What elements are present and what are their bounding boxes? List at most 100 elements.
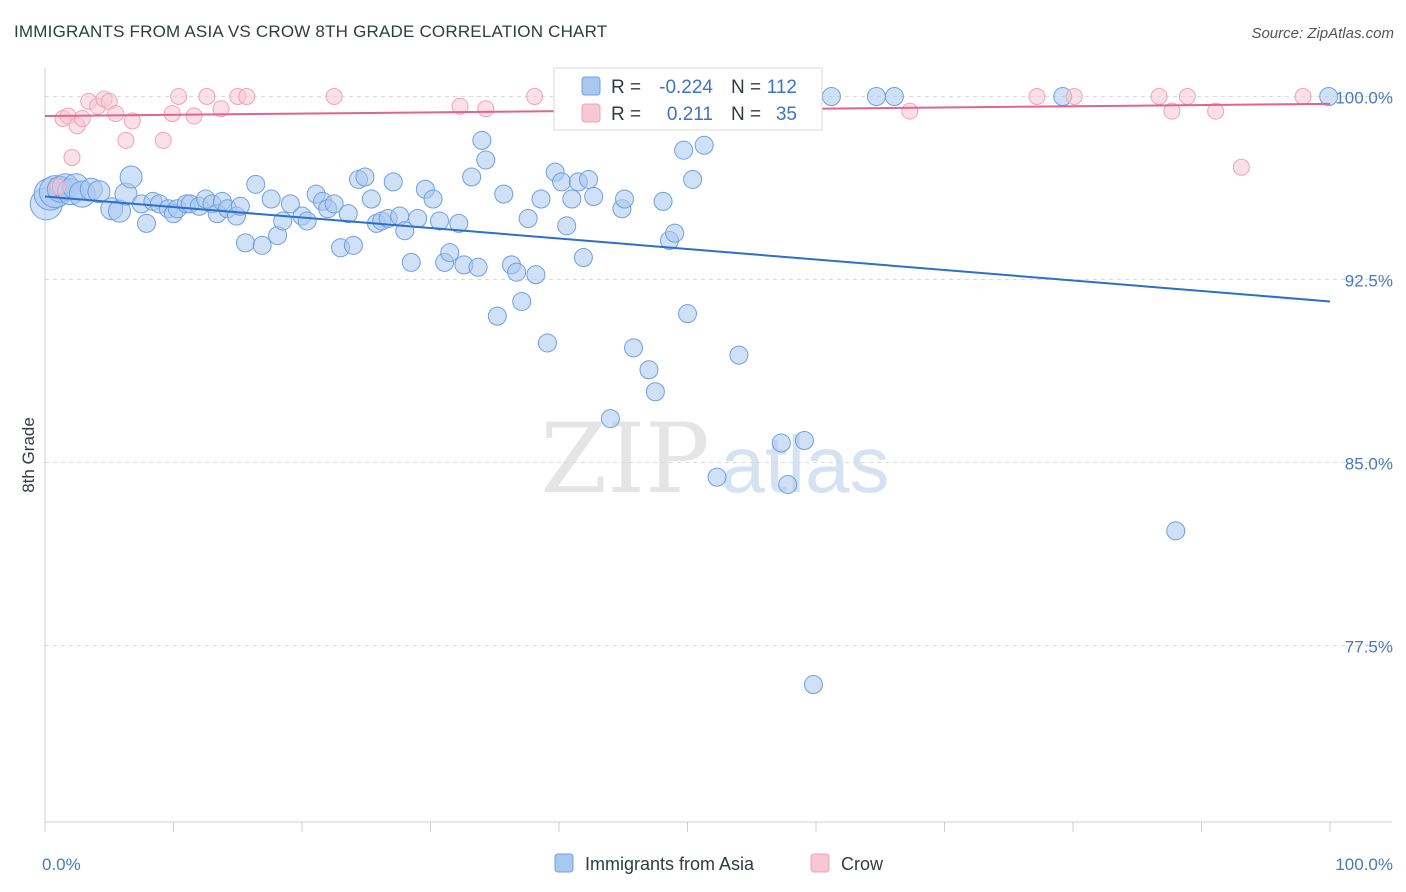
stats-n-value-crow: 35 — [776, 104, 797, 125]
asia-point-72 — [507, 262, 527, 282]
asia-point-79 — [552, 172, 572, 192]
asia-point-66 — [468, 257, 488, 277]
legend-swatch-crow — [810, 853, 830, 873]
asia-point-99 — [678, 304, 697, 324]
asia-point-37 — [280, 194, 300, 214]
asia-point-108 — [778, 474, 798, 494]
watermark: ZIP atlas — [540, 403, 889, 515]
asia-point-93 — [645, 382, 665, 402]
crow-point-0 — [49, 178, 67, 196]
crow-point-3 — [63, 149, 81, 166]
crow-point-34 — [1294, 88, 1312, 105]
asia-point-102 — [694, 135, 714, 155]
legend-label-asia: Immigrants from Asia — [585, 854, 755, 874]
stats-swatch-asia — [581, 76, 601, 96]
asia-point-46 — [343, 235, 363, 255]
crow-point-33 — [1232, 158, 1250, 176]
stats-r-label-asia: R = — [611, 77, 641, 98]
crow-point-16 — [185, 107, 203, 125]
asia-point-57 — [408, 209, 428, 228]
crow-point-28 — [1065, 88, 1083, 105]
asia-point-90 — [624, 338, 644, 358]
asia-point-56 — [401, 252, 421, 272]
y-tick-label-2: 85.0% — [1345, 455, 1393, 474]
asia-point-84 — [579, 169, 599, 189]
stats-r-value-asia: -0.224 — [659, 77, 713, 98]
stats-n-label-asia: N = — [731, 77, 761, 98]
y-axis-label: 8th Grade — [19, 417, 38, 493]
asia-point-92 — [639, 360, 659, 380]
asia-point-43 — [324, 194, 344, 214]
legend-label-crow: Crow — [841, 854, 884, 874]
asia-point-69 — [487, 306, 507, 326]
asia-point-81 — [562, 189, 582, 209]
crow-point-23 — [477, 100, 495, 118]
asia-point-109 — [794, 431, 814, 451]
asia-point-94 — [653, 191, 673, 211]
asia-point-96 — [665, 223, 685, 243]
asia-point-116 — [1319, 87, 1339, 106]
asia-point-103 — [707, 467, 727, 487]
asia-point-76 — [531, 189, 551, 209]
trend-line-asia — [44, 195, 1331, 303]
asia-point-111 — [821, 87, 841, 106]
asia-point-105 — [729, 345, 749, 365]
crow-point-10 — [107, 105, 125, 123]
asia-point-59 — [423, 189, 443, 209]
asia-point-34 — [261, 189, 281, 209]
asia-point-85 — [584, 187, 604, 207]
crow-point-11 — [117, 131, 135, 149]
asia-point-9 — [87, 180, 111, 204]
series-immigrants-from-asia — [29, 84, 1339, 695]
crow-point-17 — [198, 88, 216, 105]
crow-point-20 — [238, 88, 256, 105]
stats-r-label-crow: R = — [611, 104, 641, 125]
y-tick-label-0: 100.0% — [1335, 89, 1393, 108]
chart-title: IMMIGRANTS FROM ASIA VS CROW 8TH GRADE C… — [14, 22, 608, 41]
crow-point-15 — [170, 88, 188, 105]
crow-point-27 — [1028, 88, 1046, 105]
crow-point-30 — [1163, 102, 1181, 120]
stats-n-value-asia: 112 — [767, 77, 797, 98]
crow-point-22 — [451, 97, 469, 115]
asia-point-32 — [246, 174, 266, 194]
asia-point-89 — [615, 189, 635, 209]
crow-point-24 — [526, 88, 544, 105]
asia-point-113 — [884, 87, 904, 106]
crow-point-12 — [123, 112, 141, 130]
crow-point-14 — [163, 105, 181, 123]
asia-point-75 — [526, 265, 546, 285]
crow-point-18 — [212, 100, 230, 118]
asia-point-115 — [1166, 521, 1186, 541]
asia-point-15 — [137, 213, 157, 233]
asia-point-83 — [573, 248, 593, 268]
asia-point-49 — [361, 189, 381, 209]
asia-point-68 — [472, 130, 492, 150]
legend-swatch-asia — [554, 853, 574, 873]
asia-point-112 — [866, 87, 886, 106]
asia-point-39 — [297, 211, 317, 231]
asia-point-13 — [119, 165, 143, 189]
crow-point-21 — [325, 88, 343, 105]
asia-point-70 — [494, 184, 514, 204]
stats-swatch-crow — [581, 103, 601, 123]
crow-point-26 — [901, 102, 919, 120]
asia-point-67 — [476, 150, 496, 170]
asia-point-100 — [683, 169, 703, 189]
stats-box: R = -0.224 N = 112 R = 0.211 N = 35 — [553, 67, 823, 131]
y-tick-label-3: 77.5% — [1345, 638, 1393, 657]
asia-point-33 — [252, 235, 272, 255]
asia-point-60 — [429, 211, 449, 231]
asia-point-107 — [771, 433, 791, 453]
asia-point-53 — [383, 172, 403, 192]
stats-n-label-crow: N = — [731, 104, 761, 125]
asia-point-65 — [462, 167, 482, 187]
asia-point-110 — [803, 675, 823, 695]
asia-point-31 — [235, 233, 255, 253]
asia-point-74 — [518, 209, 538, 228]
asia-point-80 — [557, 216, 577, 236]
crow-point-29 — [1150, 88, 1168, 105]
asia-point-98 — [674, 140, 694, 160]
asia-point-87 — [600, 409, 620, 429]
